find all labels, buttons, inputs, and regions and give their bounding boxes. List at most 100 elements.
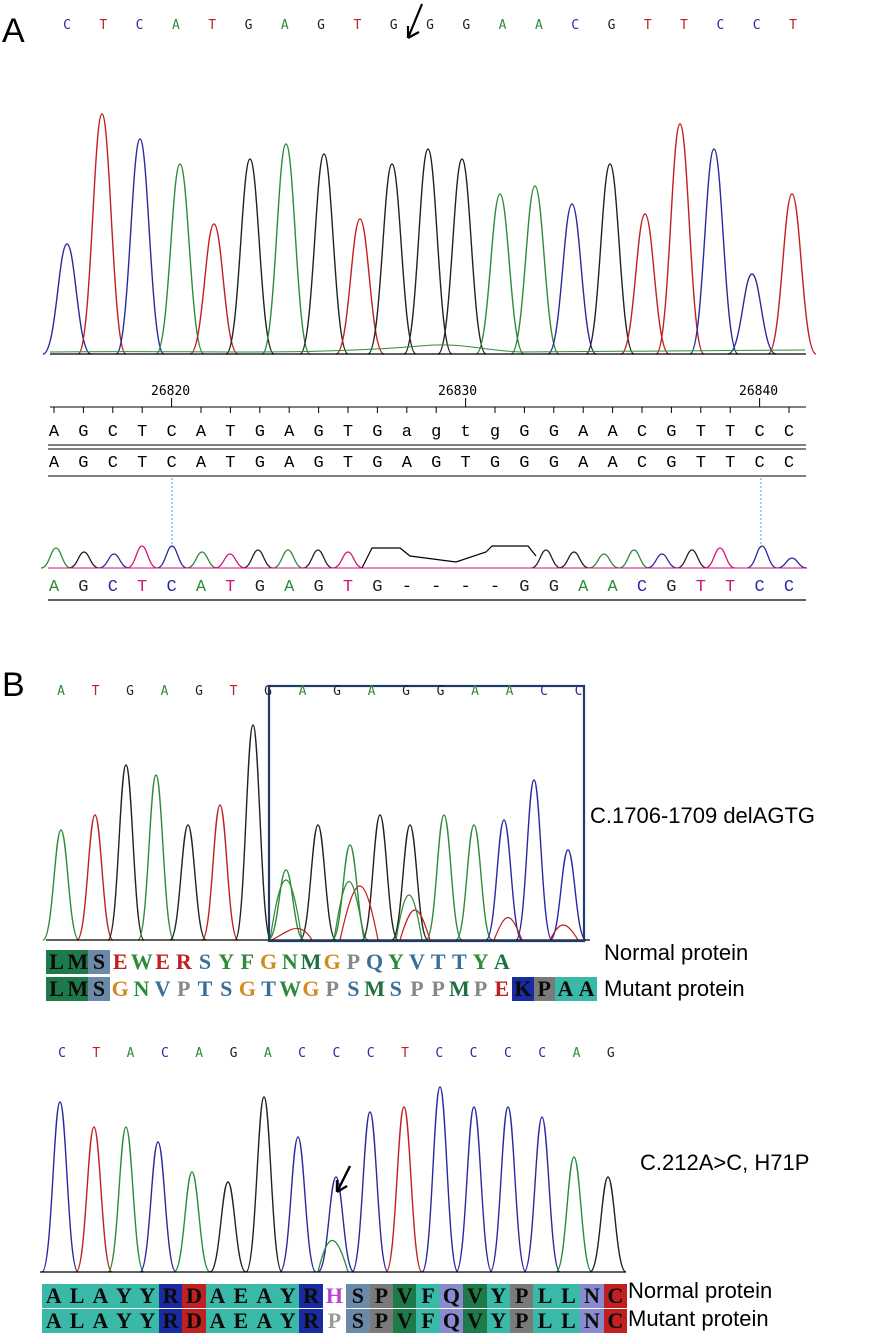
trace1-mutant-aa-12: G xyxy=(302,976,320,1001)
trace2-base-call-0: C xyxy=(58,1046,66,1061)
trace2-mutant-aa-16: F xyxy=(416,1309,440,1333)
trace2-base-call-8: C xyxy=(332,1046,341,1061)
trace2-mutant-aa-22: L xyxy=(556,1309,581,1333)
trace2-overlap-green xyxy=(317,1239,349,1273)
trace2-base-call-4: A xyxy=(195,1046,204,1061)
trace1-peak-12 xyxy=(425,814,463,941)
sample-base-1: G xyxy=(78,578,89,597)
trace1-mutant-aa-4: N xyxy=(133,976,150,1001)
ruler-label-26820: 26820 xyxy=(151,384,191,399)
trace2-base-call-9: C xyxy=(366,1046,375,1061)
base-call-15: G xyxy=(607,18,616,33)
trace1-peak-5 xyxy=(201,804,239,941)
trace1-mutant-aa-24: A xyxy=(554,977,576,1001)
sample-base-4: C xyxy=(166,578,177,597)
trace2-normal-aa-15: V xyxy=(393,1284,417,1308)
panel-a-arrow-icon xyxy=(406,3,424,39)
trace1-base-call-2: G xyxy=(126,684,134,699)
base-call-19: C xyxy=(752,18,761,33)
trace2-base-call-14: C xyxy=(538,1046,547,1061)
consensus-base-7: G xyxy=(254,454,265,473)
trace2-peak-16 xyxy=(589,1176,627,1273)
panel-a-baseline-green xyxy=(49,344,806,353)
trace1-base-call-15: C xyxy=(574,684,583,699)
sample-base-22: T xyxy=(695,578,706,597)
trace2-peak-14 xyxy=(523,1116,561,1273)
consensus-base-11: G xyxy=(372,454,383,473)
sample-trace-peak-18 xyxy=(746,545,778,569)
base-call-10: G xyxy=(426,18,434,33)
reference-base-21: G xyxy=(666,423,677,442)
base-call-8: T xyxy=(353,18,362,33)
reference-base-8: A xyxy=(284,423,295,442)
trace2-peak-9 xyxy=(351,1111,389,1273)
trace2-mutant-aa-8: E xyxy=(229,1309,253,1333)
base-call-6: A xyxy=(280,18,289,33)
reference-base-13: g xyxy=(431,423,442,442)
consensus-base-15: G xyxy=(489,454,501,473)
trace1-normal-protein-label: Normal protein xyxy=(604,940,749,965)
panel-a-peak-7 xyxy=(299,153,349,355)
trace1-mutant-aa-10: T xyxy=(261,976,276,1001)
trace2-normal-aa-18: V xyxy=(463,1284,487,1308)
trace1-mutant-aa-0: L xyxy=(46,977,68,1001)
trace2-peak-5 xyxy=(209,1181,247,1273)
trace2-normal-aa-2: A xyxy=(88,1284,113,1308)
reference-base-23: T xyxy=(725,423,736,442)
trace1-mutant-aa-14: S xyxy=(347,976,360,1001)
trace2-mutant-aa-10: Y xyxy=(276,1309,300,1333)
trace1-mutant-aa-11: W xyxy=(279,976,302,1001)
base-call-5: G xyxy=(244,18,253,33)
trace1-mutant-aa-22: K xyxy=(512,977,534,1001)
panel-a-peak-6 xyxy=(261,143,311,355)
consensus-base-16: G xyxy=(519,454,530,473)
panel-a-peak-0 xyxy=(42,243,92,355)
trace1-base-call-8: G xyxy=(333,684,341,699)
sample-base-18: A xyxy=(578,578,589,597)
trace2-normal-aa-21: L xyxy=(533,1284,557,1308)
trace1-base-call-0: A xyxy=(57,684,65,699)
base-call-3: A xyxy=(171,18,180,33)
trace1-mutant-aa-13: P xyxy=(325,976,339,1001)
trace1-normal-aa-14: P xyxy=(346,949,361,974)
panel-a-peak-15 xyxy=(585,163,635,355)
trace1-mutant-protein-label: Mutant protein xyxy=(604,976,745,1001)
base-call-1: T xyxy=(99,18,108,33)
trace1-normal-aa-11: N xyxy=(281,949,298,974)
consensus-base-19: A xyxy=(607,454,618,473)
sample-trace-peak-17 xyxy=(704,547,736,569)
reference-base-19: A xyxy=(607,423,618,442)
panel-a-peak-17 xyxy=(655,123,705,355)
trace2-peak-2 xyxy=(107,1126,145,1273)
trace2-mutation-caption: C.212A>C, H71P xyxy=(640,1150,810,1175)
reference-base-6: T xyxy=(225,423,236,442)
trace1-base-call-4: G xyxy=(195,684,203,699)
trace1-peak-7 xyxy=(267,869,305,941)
trace2-normal-aa-4: Y xyxy=(135,1284,159,1308)
trace1-peak-3 xyxy=(137,774,175,941)
trace1-peak-1 xyxy=(76,814,114,941)
trace1-normal-aa-5: E xyxy=(155,949,170,974)
trace1-normal-aa-4: W xyxy=(130,949,153,974)
sample-trace-peak-16 xyxy=(676,549,708,569)
sample-base-2: C xyxy=(107,578,118,597)
trace1-base-call-12: A xyxy=(471,684,479,699)
trace1-normal-aa-10: G xyxy=(260,949,278,974)
base-call-7: G xyxy=(317,18,325,33)
reference-base-7: G xyxy=(254,423,265,442)
trace1-normal-aa-17: V xyxy=(409,949,425,974)
trace1-peak-16 xyxy=(549,849,587,941)
trace2-peak-12 xyxy=(455,1106,493,1273)
sample-trace-peak-1 xyxy=(68,551,100,569)
trace2-mutant-aa-12: P xyxy=(322,1309,347,1333)
trace2-base-call-16: G xyxy=(606,1046,615,1061)
sample-trace-peak-3 xyxy=(126,545,158,569)
reference-base-5: A xyxy=(195,423,207,442)
trace1-mutant-aa-18: P xyxy=(431,976,445,1001)
trace2-normal-aa-22: L xyxy=(556,1284,581,1308)
trace2-peak-7 xyxy=(279,1136,317,1273)
